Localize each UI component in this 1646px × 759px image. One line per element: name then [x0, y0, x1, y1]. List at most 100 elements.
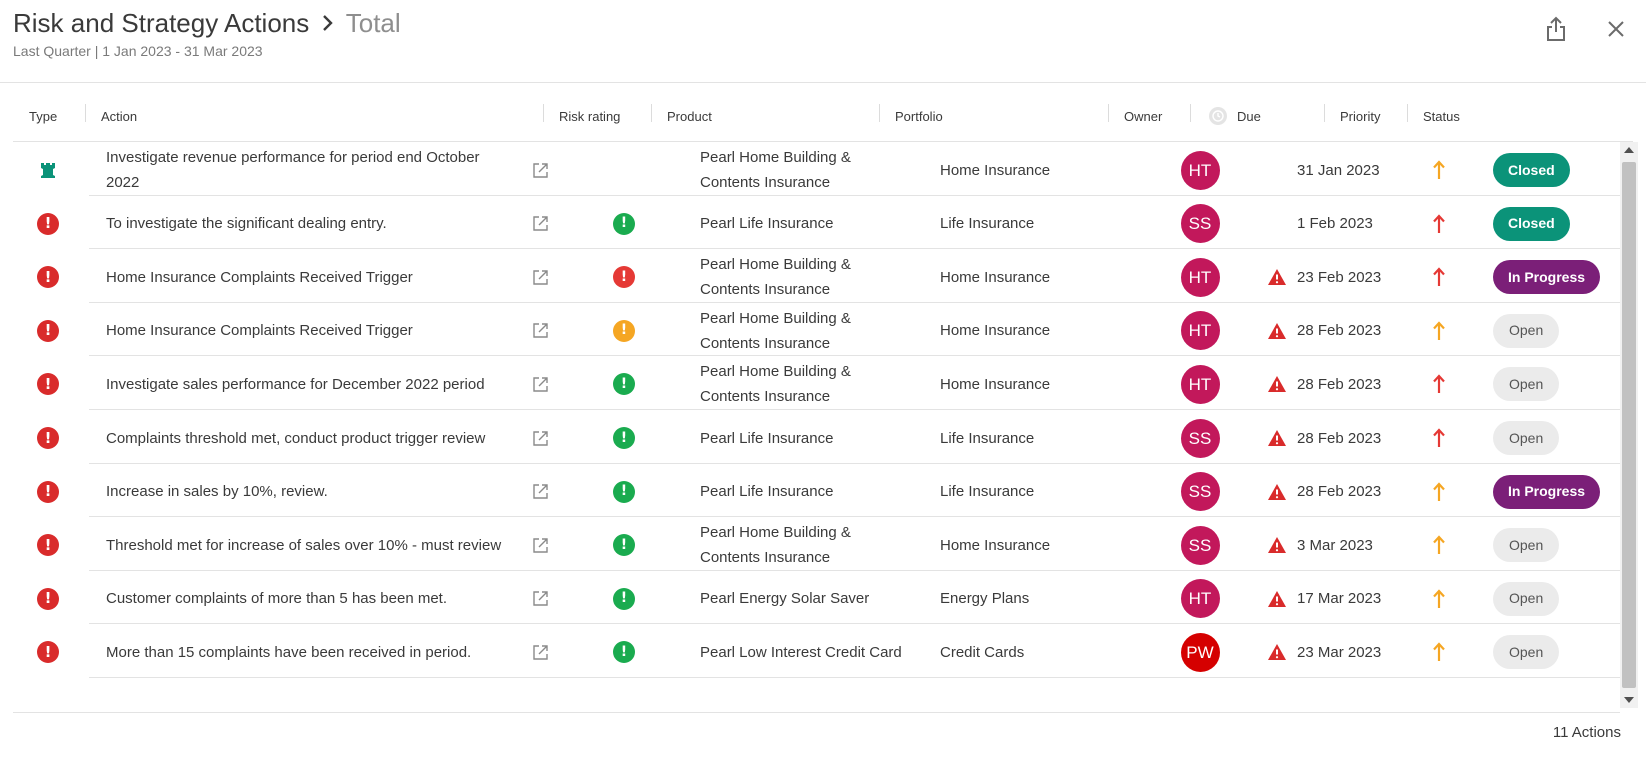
open-in-new-button[interactable] [529, 196, 551, 252]
due-date-cell: 1 Feb 2023 [1297, 196, 1417, 252]
due-date-text: 3 Mar 2023 [1297, 536, 1373, 554]
scrollbar-thumb[interactable] [1622, 162, 1636, 688]
column-header-product[interactable]: Product [667, 108, 712, 124]
open-in-new-button[interactable] [529, 571, 551, 627]
status-badge[interactable]: Closed [1493, 153, 1570, 187]
open-in-new-button[interactable] [529, 356, 551, 412]
owner-avatar[interactable]: PW [1180, 632, 1220, 672]
table-row[interactable]: ! Home Insurance Complaints Received Trig… [13, 303, 1620, 357]
risk-rating-low-icon: ! [613, 373, 635, 396]
portfolio-text: Home Insurance [940, 322, 1051, 340]
owner-avatar[interactable]: SS [1180, 204, 1220, 244]
scroll-up-arrow-icon[interactable] [1620, 142, 1638, 158]
owner-avatar[interactable]: HT [1180, 579, 1220, 619]
table-row[interactable]: ! Threshold met for increase of sales ove… [13, 517, 1620, 571]
date-range-subtitle: Last Quarter | 1 Jan 2023 - 31 Mar 2023 [13, 43, 263, 59]
status-badge[interactable]: Open [1493, 421, 1560, 455]
table-row[interactable]: Investigate revenue performance for peri… [13, 142, 1620, 196]
column-header-owner[interactable]: Owner [1124, 108, 1163, 124]
open-in-new-button[interactable] [529, 410, 551, 466]
risk-rating-cell: ! [611, 464, 637, 520]
status-badge[interactable]: In Progress [1493, 260, 1601, 295]
status-badge[interactable]: Open [1493, 635, 1560, 670]
overdue-cell [1266, 464, 1288, 520]
type-cell: ! [33, 356, 63, 412]
owner-avatar[interactable]: HT [1180, 364, 1220, 404]
column-header-status[interactable]: Status [1423, 108, 1460, 124]
scroll-down-arrow-icon[interactable] [1620, 692, 1638, 708]
owner-cell: SS [1180, 464, 1220, 520]
open-in-new-button[interactable] [529, 624, 551, 680]
owner-avatar[interactable]: HT [1180, 257, 1220, 297]
open-in-new-button[interactable] [529, 303, 551, 359]
column-divider[interactable] [1190, 104, 1191, 122]
overdue-cell [1266, 410, 1288, 466]
column-divider[interactable] [651, 104, 652, 122]
status-cell: Closed [1493, 142, 1603, 198]
portfolio-cell: Home Insurance [940, 517, 1140, 573]
product-cell: Pearl Life Insurance [700, 410, 920, 466]
product-cell: Pearl Low Interest Credit Card [700, 624, 920, 680]
column-header-action[interactable]: Action [101, 108, 138, 124]
column-header-priority[interactable]: Priority [1340, 108, 1381, 124]
due-date-text: 28 Feb 2023 [1297, 322, 1382, 340]
table-row[interactable]: ! Customer complaints of more than 5 has … [13, 571, 1620, 625]
risk-rating-cell: ! [611, 410, 637, 466]
open-in-new-button[interactable] [529, 517, 551, 573]
risk-rating-low-icon: ! [613, 480, 635, 503]
risk-alert-icon: ! [37, 212, 59, 235]
status-badge[interactable]: In Progress [1493, 474, 1601, 509]
portfolio-cell: Life Insurance [940, 464, 1140, 520]
owner-avatar[interactable]: SS [1180, 472, 1220, 512]
column-divider[interactable] [543, 104, 544, 122]
open-in-new-button[interactable] [529, 249, 551, 305]
status-cell: Open [1493, 410, 1603, 466]
status-badge[interactable]: Closed [1493, 206, 1570, 241]
priority-high-arrow-icon [1433, 374, 1445, 394]
owner-avatar[interactable]: SS [1180, 525, 1220, 565]
priority-cell [1428, 249, 1450, 305]
share-button[interactable] [1541, 14, 1571, 44]
action-text-line: To investigate the significant dealing e… [106, 215, 387, 233]
column-divider[interactable] [1108, 104, 1109, 122]
owner-avatar[interactable]: HT [1180, 311, 1220, 351]
owner-avatar[interactable]: HT [1180, 150, 1220, 190]
status-badge[interactable]: Open [1493, 367, 1560, 402]
status-badge[interactable]: Open [1493, 313, 1560, 348]
table-row[interactable]: ! Home Insurance Complaints Received Trig… [13, 249, 1620, 303]
due-date-cell: 23 Feb 2023 [1297, 249, 1417, 305]
column-divider[interactable] [1324, 104, 1325, 122]
status-badge[interactable]: Open [1493, 581, 1560, 616]
column-divider[interactable] [85, 104, 86, 122]
vertical-scrollbar[interactable] [1620, 142, 1638, 708]
due-date-cell: 28 Feb 2023 [1297, 410, 1417, 466]
status-badge[interactable]: Open [1493, 528, 1560, 563]
open-in-new-icon [532, 162, 548, 178]
open-in-new-button[interactable] [529, 464, 551, 520]
priority-cell [1428, 410, 1450, 466]
portfolio-text: Life Insurance [940, 483, 1035, 501]
table-row[interactable]: ! Complaints threshold met, conduct produ… [13, 410, 1620, 464]
column-header-type[interactable]: Type [29, 108, 58, 124]
column-divider[interactable] [879, 104, 880, 122]
close-button[interactable] [1601, 14, 1631, 44]
column-divider[interactable] [1407, 104, 1408, 122]
action-text: Threshold met for increase of sales over… [106, 533, 501, 558]
overdue-warning-icon [1268, 269, 1286, 286]
table-row[interactable]: ! Investigate sales performance for Decem… [13, 356, 1620, 410]
column-header-risk-rating[interactable]: Risk rating [559, 108, 621, 124]
risk-rating-low-icon: ! [613, 212, 635, 235]
row-divider [89, 462, 1620, 464]
column-header-due[interactable]: Due [1209, 90, 1261, 142]
action-cell: More than 15 complaints have been receiv… [106, 624, 506, 680]
owner-avatar[interactable]: SS [1180, 418, 1220, 458]
product-text: Pearl Home Building & Contents Insurance [700, 306, 851, 356]
risk-rating-cell: ! [611, 624, 637, 680]
row-divider [89, 676, 1620, 678]
action-text-line: Investigate revenue performance for peri… [106, 149, 480, 166]
table-row[interactable]: ! Increase in sales by 10%, review.! Pearl… [13, 464, 1620, 518]
table-row[interactable]: ! More than 15 complaints have been recei… [13, 624, 1620, 678]
table-row[interactable]: ! To investigate the significant dealing … [13, 196, 1620, 250]
column-header-portfolio[interactable]: Portfolio [895, 108, 943, 124]
open-in-new-button[interactable] [529, 142, 551, 198]
